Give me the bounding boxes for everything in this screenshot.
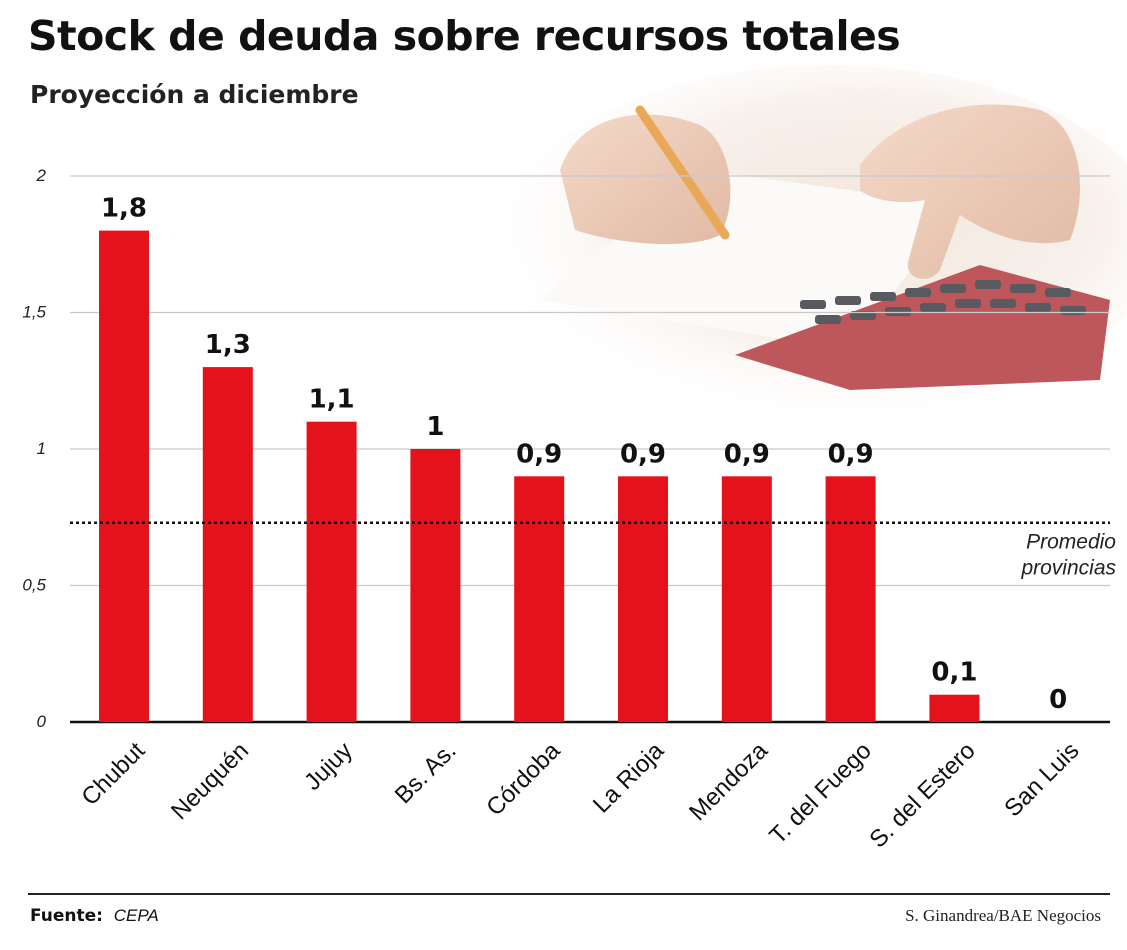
bar [618, 476, 668, 722]
source-value: CEPA [113, 906, 159, 925]
bar [825, 476, 876, 722]
y-tick-label: 0,5 [22, 576, 46, 595]
bar [410, 449, 461, 722]
background-photo-illustration [500, 65, 1127, 415]
bar [306, 421, 357, 722]
category-label: S. del Estero [864, 737, 980, 853]
source-label: Fuente: [30, 906, 103, 926]
bar [99, 230, 149, 722]
value-label: 1,8 [101, 194, 147, 224]
category-label: Jujuy [299, 737, 358, 796]
category-label: San Luis [999, 737, 1084, 822]
category-label: Mendoza [684, 737, 773, 826]
category-label: La Rioja [588, 737, 670, 819]
category-label: Córdoba [481, 737, 566, 822]
bar [202, 367, 253, 722]
category-label: Chubut [76, 737, 150, 811]
value-label: 0,1 [931, 658, 977, 688]
y-axis-tick-labels: 0 0,5 1 1,5 2 [22, 166, 46, 731]
category-label: Bs. As. [390, 737, 462, 809]
y-tick-label: 1,5 [22, 303, 46, 322]
value-label: 0 [1049, 685, 1067, 715]
y-tick-label: 2 [36, 166, 47, 185]
average-label-line2: provincias [1020, 557, 1116, 580]
value-label: 0,9 [828, 439, 874, 469]
y-tick-label: 1 [37, 439, 46, 458]
source-note: Fuente: CEPA [30, 906, 159, 926]
bar [514, 476, 565, 722]
value-label: 0,9 [724, 439, 770, 469]
chart-subtitle: Proyección a diciembre [30, 80, 359, 109]
value-label: 0,9 [516, 439, 562, 469]
average-reference-line: Promedio provincias [70, 521, 1116, 580]
x-axis-category-labels: Chubut Neuquén Jujuy Bs. As. Córdoba La Rioja… [76, 737, 1084, 854]
average-label-line1: Promedio [1026, 531, 1116, 554]
category-label: T. del Fuego [764, 737, 876, 849]
footer-rule [28, 893, 1110, 895]
bar [721, 476, 772, 722]
bar [929, 694, 980, 722]
credit-line: S. Ginandrea/BAE Negocios [905, 906, 1101, 925]
value-label: 0,9 [620, 439, 666, 469]
chart-title: Stock de deuda sobre recursos totales [28, 12, 901, 60]
category-label: Neuquén [166, 737, 254, 825]
value-label: 1,1 [309, 385, 355, 415]
value-label: 1,3 [205, 330, 251, 360]
value-labels: 1,8 1,3 1,1 1 0,9 0,9 0,9 0,9 0,1 0 [101, 194, 1067, 715]
bars [99, 230, 980, 722]
value-label: 1 [426, 412, 444, 442]
bar-chart: 0 0,5 1 1,5 2 1,8 1,3 1,1 1 0,9 0,9 0,9 0,9 0,1 0 Chu… [22, 65, 1127, 854]
y-tick-label: 0 [37, 712, 47, 731]
